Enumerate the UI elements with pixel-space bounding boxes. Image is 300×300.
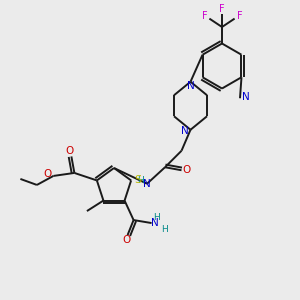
Text: N: N [242, 92, 249, 102]
Text: O: O [66, 146, 74, 156]
Text: N: N [151, 218, 159, 228]
Text: F: F [237, 11, 242, 21]
Text: H: H [137, 176, 144, 185]
Text: F: F [202, 11, 207, 21]
Text: O: O [122, 236, 130, 245]
Text: O: O [183, 165, 191, 175]
Text: H: H [154, 213, 160, 222]
Text: O: O [44, 169, 52, 179]
Text: N: N [187, 81, 194, 91]
Text: F: F [219, 4, 225, 14]
Text: N: N [181, 126, 189, 136]
Text: S: S [134, 176, 141, 185]
Text: N: N [142, 179, 150, 189]
Text: H: H [161, 225, 168, 234]
